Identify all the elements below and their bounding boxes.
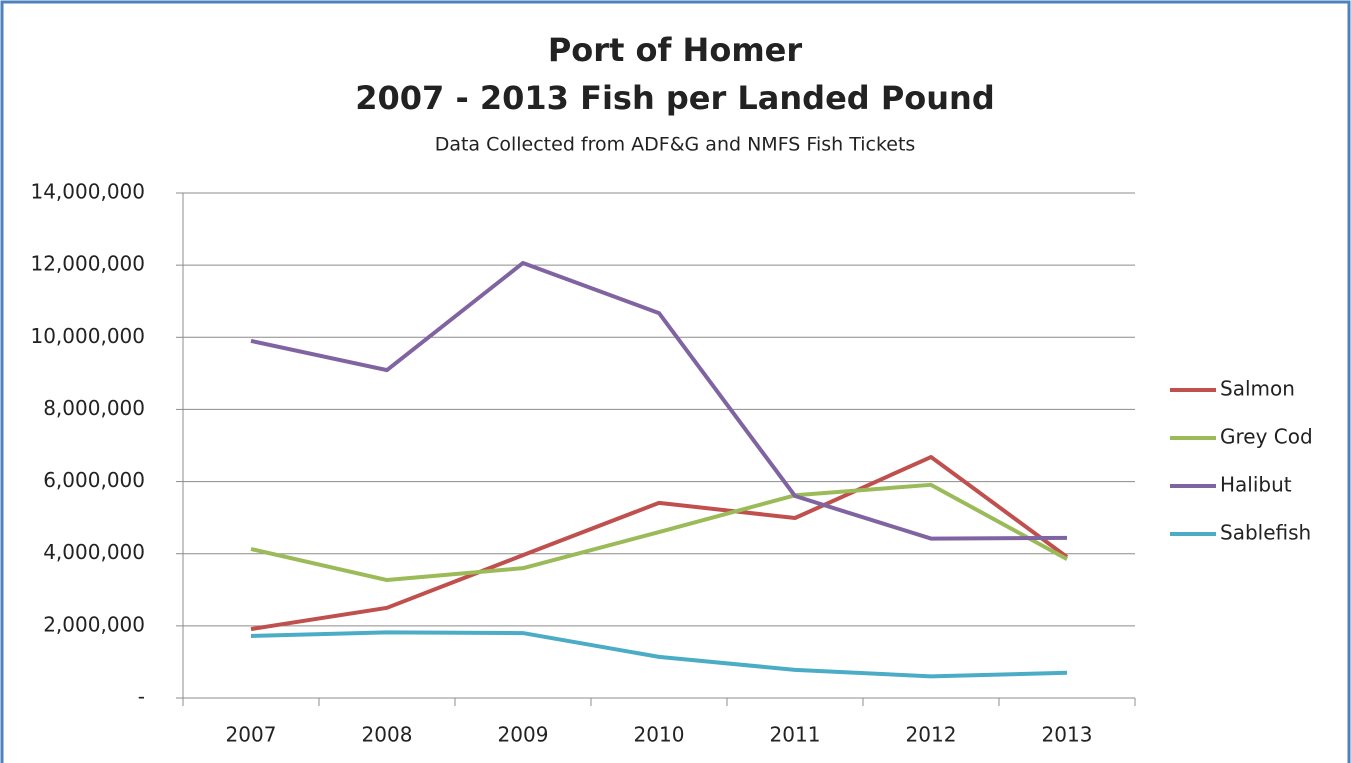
chart-subtitle: Data Collected from ADF&G and NMFS Fish …	[435, 134, 916, 156]
x-tick-label: 2011	[770, 723, 821, 747]
chart-title: 2007 - 2013 Fish per Landed Pound	[355, 79, 994, 117]
legend-label: Halibut	[1220, 473, 1292, 497]
y-tick-label: 12,000,000	[30, 252, 145, 276]
chart-title: Port of Homer	[548, 31, 803, 69]
y-tick-label: -	[138, 685, 145, 709]
x-tick-label: 2009	[498, 723, 549, 747]
y-tick-label: 14,000,000	[30, 180, 145, 204]
x-tick-label: 2012	[906, 723, 957, 747]
y-tick-label: 2,000,000	[43, 612, 145, 636]
x-tick-label: 2013	[1042, 723, 1093, 747]
x-tick-label: 2007	[226, 723, 277, 747]
y-tick-label: 6,000,000	[43, 468, 145, 492]
y-tick-label: 4,000,000	[43, 540, 145, 564]
series-line	[250, 260, 1068, 541]
legend-label: Sablefish	[1220, 521, 1311, 545]
legend-label: Salmon	[1220, 377, 1295, 401]
series-line	[250, 630, 1068, 679]
y-tick-label: 8,000,000	[43, 396, 145, 420]
y-tick-label: 10,000,000	[30, 324, 145, 348]
x-tick-label: 2008	[362, 723, 413, 747]
x-tick-label: 2010	[634, 723, 685, 747]
legend-label: Grey Cod	[1220, 425, 1313, 449]
series-line	[250, 455, 1069, 632]
series-line	[250, 482, 1068, 583]
